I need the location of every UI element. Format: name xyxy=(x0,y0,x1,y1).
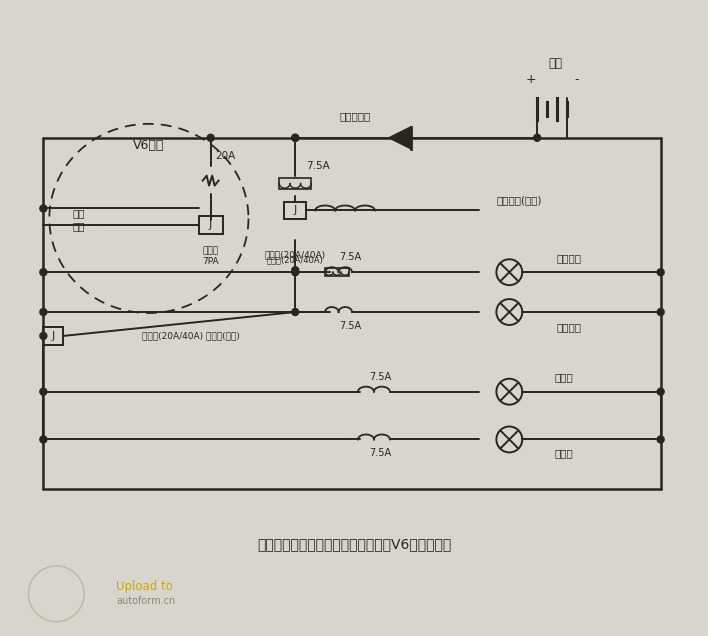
Circle shape xyxy=(40,388,47,395)
Text: 左前远光: 左前远光 xyxy=(556,322,581,332)
Text: J: J xyxy=(294,205,297,216)
Text: 7.5A: 7.5A xyxy=(307,161,330,170)
Text: 7.5A: 7.5A xyxy=(339,252,361,262)
Bar xyxy=(285,202,306,219)
Circle shape xyxy=(292,308,299,315)
Text: 单向二极管: 单向二极管 xyxy=(339,111,370,121)
Text: Upload to: Upload to xyxy=(116,580,173,593)
Bar xyxy=(199,216,222,235)
Circle shape xyxy=(40,308,47,315)
Polygon shape xyxy=(389,127,411,149)
Circle shape xyxy=(657,388,664,395)
Circle shape xyxy=(657,308,664,315)
Text: 蒙迪欧近光控制电路图（虚线内为小V6光控电器）: 蒙迪欧近光控制电路图（虚线内为小V6光控电器） xyxy=(257,537,451,551)
Text: autoform.cn: autoform.cn xyxy=(116,596,176,605)
Text: -: - xyxy=(575,73,579,86)
Text: 光控: 光控 xyxy=(73,209,86,218)
Text: 继电器(20A/40A): 继电器(20A/40A) xyxy=(265,251,326,259)
Text: V6光控: V6光控 xyxy=(133,139,164,152)
Text: 手动开关(位关): 手动开关(位关) xyxy=(496,195,542,205)
Circle shape xyxy=(292,134,299,141)
Circle shape xyxy=(40,333,47,340)
Circle shape xyxy=(40,269,47,275)
Circle shape xyxy=(40,205,47,212)
Circle shape xyxy=(292,134,299,141)
Bar xyxy=(43,327,63,345)
Bar xyxy=(280,178,312,189)
Text: 7.5A: 7.5A xyxy=(369,448,391,459)
Text: 7.5A: 7.5A xyxy=(339,321,361,331)
Circle shape xyxy=(292,269,299,275)
Text: 右远光: 右远光 xyxy=(554,448,573,459)
Text: 继电器(20A/40A): 继电器(20A/40A) xyxy=(267,256,324,265)
Circle shape xyxy=(657,269,664,275)
Text: 开关: 开关 xyxy=(73,221,86,232)
Text: +: + xyxy=(526,73,537,86)
Text: 7PA: 7PA xyxy=(202,257,219,266)
Text: 左远光: 左远光 xyxy=(554,372,573,382)
Bar xyxy=(325,268,349,276)
Text: 7.5A: 7.5A xyxy=(369,372,391,382)
Circle shape xyxy=(534,134,541,141)
Text: 继电器(20A/40A) 断路联(位关): 继电器(20A/40A) 断路联(位关) xyxy=(142,331,239,340)
Text: 继电器: 继电器 xyxy=(202,247,219,256)
Circle shape xyxy=(657,436,664,443)
Circle shape xyxy=(40,436,47,443)
Circle shape xyxy=(207,134,214,141)
Text: J: J xyxy=(52,331,55,341)
Circle shape xyxy=(292,266,299,273)
Text: 电池: 电池 xyxy=(548,57,562,69)
Text: J: J xyxy=(209,221,212,230)
Text: 20A: 20A xyxy=(215,151,236,161)
Text: 右前远光: 右前远光 xyxy=(556,253,581,263)
